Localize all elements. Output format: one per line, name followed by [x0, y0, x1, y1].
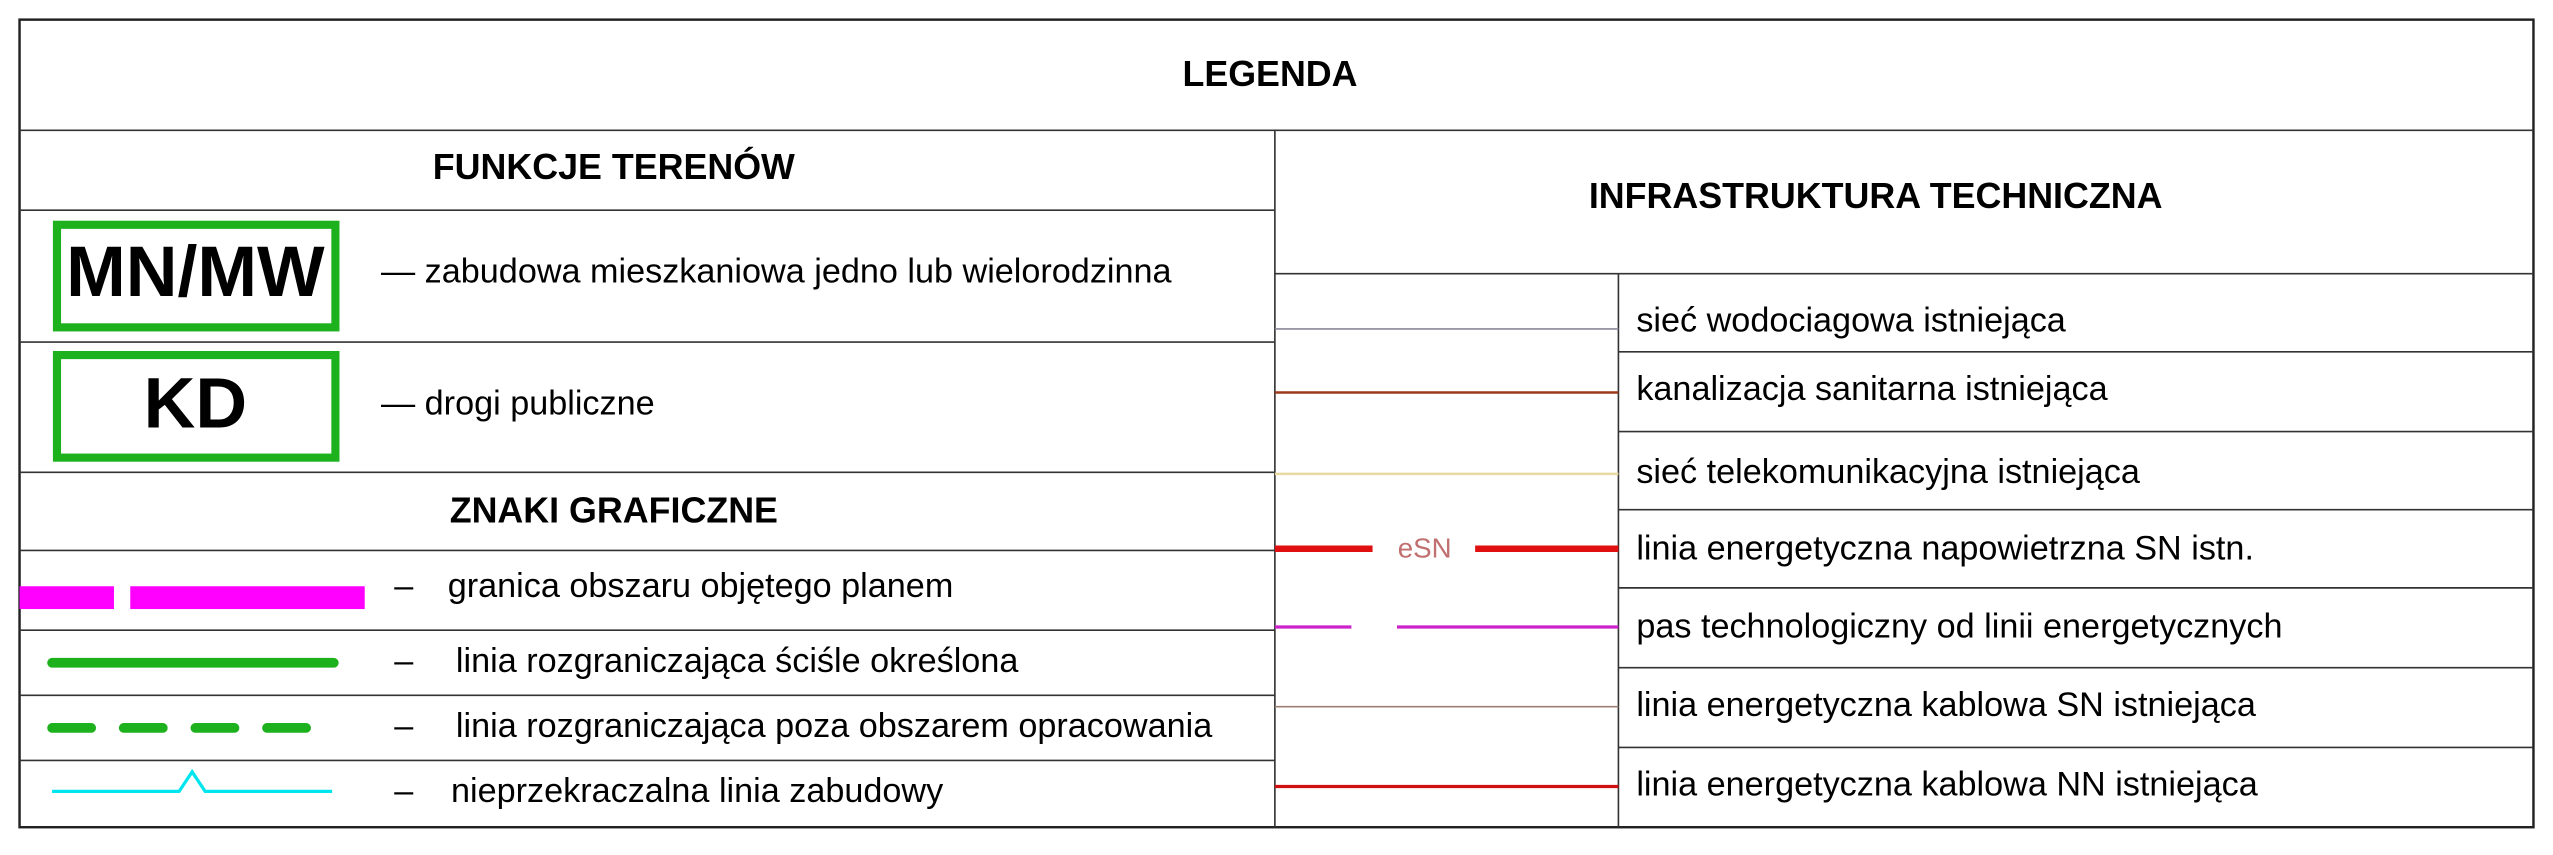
title: LEGENDA [1182, 54, 1357, 94]
left-rules [19, 209, 1275, 762]
item-label: linia energetyczna napowietrzna SN istn. [1636, 529, 2254, 567]
section-heading: ZNAKI GRAFICZNE [450, 490, 778, 530]
line-label: eSN [1398, 533, 1452, 564]
section-heading: INFRASTRUKTURA TECHNICZNA [1589, 176, 2163, 216]
right-rules [1274, 272, 2534, 749]
item-label: linia rozgraniczająca ściśle określona [456, 642, 1019, 680]
item-label: sieć telekomunikacyjna istniejąca [1636, 453, 2141, 491]
section-heading: FUNKCJE TERENÓW [433, 147, 795, 187]
dash: – [394, 772, 413, 810]
symbol: MN/MW [66, 232, 325, 312]
item-label: linia energetyczna kablowa NN istniejąca [1636, 766, 2258, 804]
dash: – [394, 707, 413, 745]
sign-sample [52, 768, 333, 794]
item-label: granica obszaru objętego planem [448, 567, 954, 605]
symbol-box [52, 220, 340, 332]
frame [18, 18, 2535, 829]
item-label: linia rozgraniczająca poza obszarem opra… [456, 707, 1213, 745]
item-label: — zabudowa mieszkaniowa jedno lub wielor… [381, 253, 1173, 291]
item-label: nieprzekraczalna linia zabudowy [451, 772, 944, 810]
sign-sample [130, 586, 365, 610]
item-label: pas technologiczny od linii energetyczny… [1636, 608, 2282, 646]
dash: – [394, 642, 413, 680]
dash: – [394, 567, 413, 605]
item-label: sieć wodociagowa istniejąca [1636, 302, 2066, 340]
sign-sample [19, 586, 114, 610]
item-label: — drogi publiczne [381, 385, 655, 423]
item-label: linia energetyczna kablowa SN istniejąca [1636, 686, 2257, 724]
symbol: KD [144, 364, 247, 444]
symbol-box [52, 350, 340, 462]
item-label: kanalizacja sanitarna istniejąca [1636, 370, 2108, 408]
